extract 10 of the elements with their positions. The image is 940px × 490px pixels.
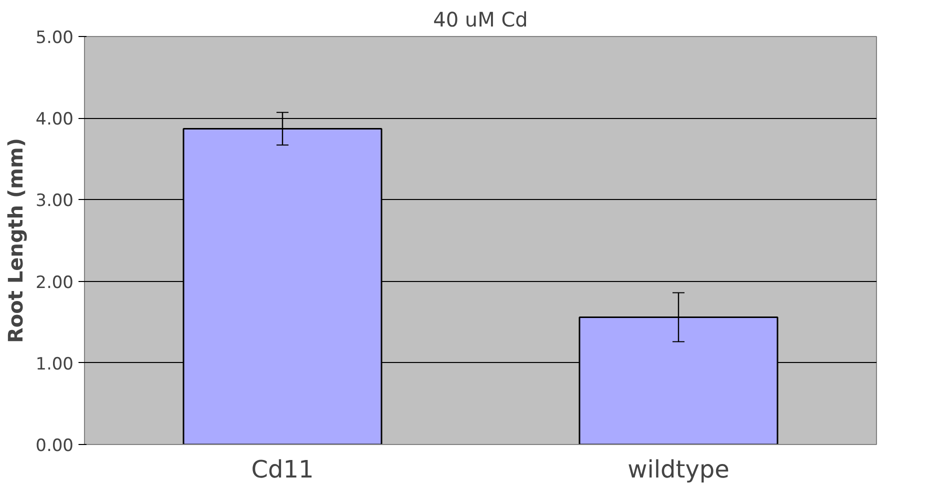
x-tick-label: Cd11 (251, 456, 314, 484)
x-tick-label: wildtype (628, 456, 730, 484)
chart-title: 40 uM Cd (433, 8, 528, 32)
y-axis-title: Root Length (mm) (4, 138, 28, 343)
y-tick-label: 4.00 (36, 110, 74, 130)
y-tick-label: 3.00 (36, 191, 74, 212)
y-tick-label: 1.00 (36, 354, 74, 374)
y-tick-label: 2.00 (36, 272, 74, 293)
y-tick-label: 5.00 (36, 28, 74, 48)
y-tick-label: 0.00 (36, 436, 74, 456)
